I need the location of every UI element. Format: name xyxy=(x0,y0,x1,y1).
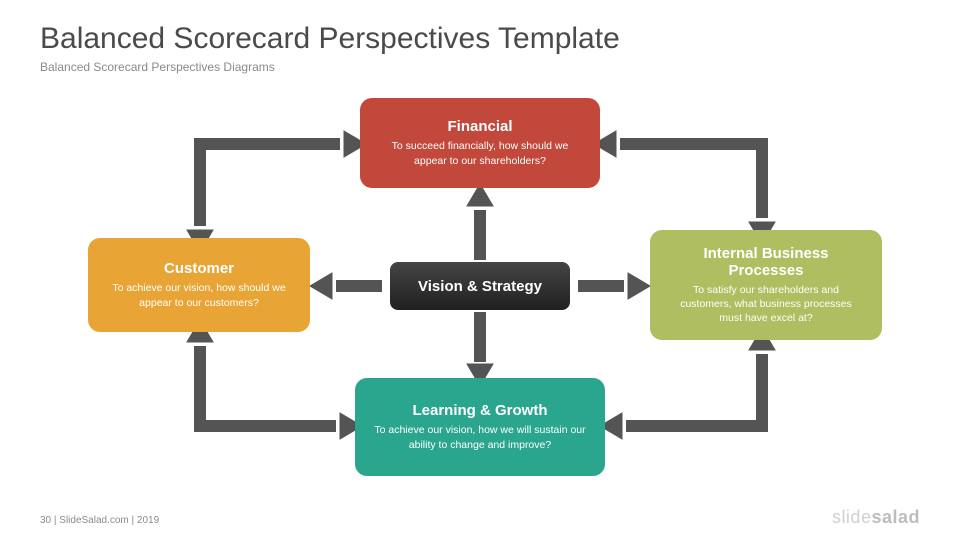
brand-bold: salad xyxy=(871,507,920,527)
arrow-corner-bottom-right xyxy=(600,328,775,439)
arrow-center-right xyxy=(578,273,650,299)
brand-logo: slidesalad xyxy=(832,507,920,528)
brand-light: slide xyxy=(832,507,872,527)
arrow-corner-top-left xyxy=(187,131,366,252)
arrow-center-bottom xyxy=(467,312,493,386)
slide: Balanced Scorecard Perspectives Template… xyxy=(0,0,960,540)
node-learning-label: Learning & Growth xyxy=(413,402,548,419)
arrow-corner-top-right xyxy=(594,131,775,244)
node-center-label: Vision & Strategy xyxy=(418,278,542,295)
node-internal-desc: To satisfy our shareholders and customer… xyxy=(664,283,868,326)
node-internal-label: Internal Business Processes xyxy=(664,245,868,279)
node-financial: Financial To succeed financially, how sh… xyxy=(360,98,600,188)
node-internal-processes: Internal Business Processes To satisfy o… xyxy=(650,230,882,340)
node-customer: Customer To achieve our vision, how shou… xyxy=(88,238,310,332)
arrow-center-left xyxy=(310,273,382,299)
node-financial-label: Financial xyxy=(447,118,512,135)
footer-text: 30 | SlideSalad.com | 2019 xyxy=(40,515,159,526)
node-customer-label: Customer xyxy=(164,260,234,277)
node-center-vision-strategy: Vision & Strategy xyxy=(390,262,570,310)
node-customer-desc: To achieve our vision, how should we app… xyxy=(102,281,296,309)
node-learning-growth: Learning & Growth To achieve our vision,… xyxy=(355,378,605,476)
node-learning-desc: To achieve our vision, how we will susta… xyxy=(369,423,591,451)
arrow-center-top xyxy=(467,184,493,260)
arrow-corner-bottom-left xyxy=(187,320,362,439)
node-financial-desc: To succeed financially, how should we ap… xyxy=(374,139,586,167)
balanced-scorecard-diagram: Financial To succeed financially, how sh… xyxy=(0,0,960,540)
